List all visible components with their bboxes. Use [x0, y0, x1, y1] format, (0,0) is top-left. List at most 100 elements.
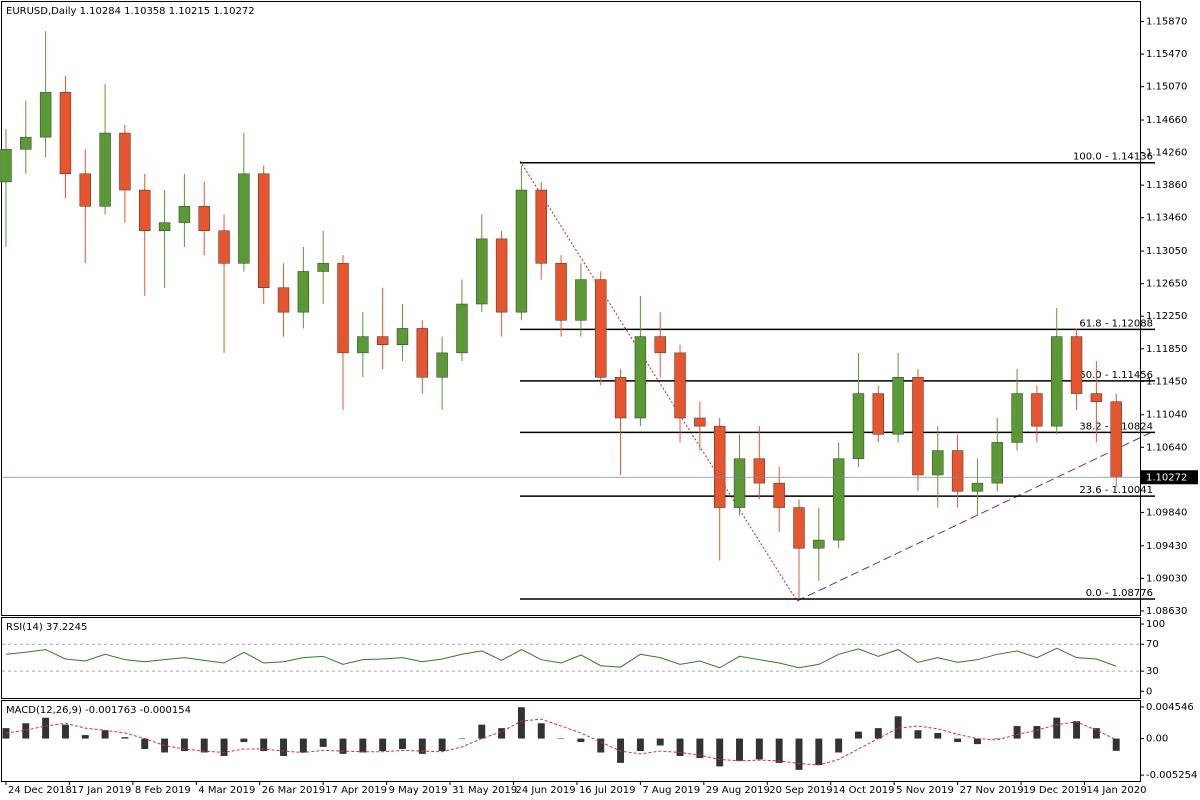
candle-body: [218, 230, 230, 264]
candle-body: [813, 539, 825, 549]
candle-body: [654, 336, 666, 354]
high: 1.10358: [124, 6, 165, 17]
candle-body: [614, 377, 627, 419]
macd-bar: [696, 738, 704, 759]
candle-body: [634, 336, 647, 419]
candle-body: [951, 450, 964, 492]
x-tick-label: 17 Jan 2019: [71, 785, 131, 796]
macd-title: MACD(12,26,9): [6, 705, 82, 716]
y-tick-label: 1.13860: [1146, 180, 1187, 191]
macd-bar: [736, 738, 743, 761]
x-tick-label: 31 May 2019: [452, 785, 517, 796]
candle-body: [1110, 401, 1122, 478]
fib-label: 61.8 - 1.12088: [1079, 318, 1153, 329]
symbol: EURUSD,Daily: [6, 6, 77, 17]
open: 1.10284: [80, 6, 121, 17]
macd-bar: [498, 728, 506, 739]
candle-body: [376, 336, 389, 345]
macd-bar: [478, 724, 486, 739]
candle-body: [1070, 336, 1083, 394]
y-tick-label: 0.004546: [1146, 702, 1194, 713]
macd-bar: [438, 738, 446, 752]
x-tick-label: 14 Jan 2020: [1086, 785, 1146, 796]
current-price-label: 1.10272: [1146, 472, 1187, 483]
chart-header: EURUSD,Daily 1.10284 1.10358 1.10215 1.1…: [6, 6, 255, 17]
macd-bar: [676, 738, 684, 756]
price-panel: [1, 1, 1141, 616]
y-tick-label: 70: [1146, 639, 1159, 650]
candle-body: [753, 458, 766, 484]
y-tick-label: 1.09030: [1146, 573, 1187, 584]
candle-body: [595, 279, 607, 378]
macd-bar: [894, 716, 902, 739]
candle-body: [119, 132, 131, 191]
candle-body: [357, 336, 369, 354]
macd-bar: [359, 738, 367, 753]
macd-bar: [973, 738, 981, 745]
macd-bar: [954, 738, 962, 743]
y-tick-label: 1.11450: [1146, 376, 1187, 387]
candle-body: [733, 458, 746, 508]
macd-bar: [716, 738, 724, 767]
candle-body: [20, 136, 32, 150]
x-tick-label: 7 Aug 2019: [642, 785, 700, 796]
macd-bar: [399, 738, 406, 749]
candle-body: [158, 222, 171, 232]
candle-body: [991, 442, 1003, 484]
current-price-box: [1141, 470, 1198, 485]
close: 1.10272: [213, 6, 254, 17]
candle-body: [59, 92, 72, 175]
candle-body: [892, 377, 904, 435]
fib-label: 23.6 - 1.10041: [1079, 485, 1153, 496]
macd-bar: [755, 738, 763, 760]
macd-bar: [775, 738, 783, 763]
y-tick-label: 30: [1146, 666, 1159, 677]
macd-bar: [517, 707, 525, 739]
x-tick-label: 19 Dec 2019: [1023, 785, 1087, 796]
candle-body: [139, 189, 151, 232]
y-tick-label: 1.15070: [1146, 82, 1187, 93]
candle-body: [912, 377, 924, 476]
candle-body: [1011, 393, 1023, 443]
candle-body: [198, 206, 210, 232]
x-tick-label: 29 Aug 2019: [706, 785, 770, 796]
macd-bar: [557, 738, 565, 740]
candle-body: [1051, 336, 1063, 427]
macd-panel: [1, 700, 1141, 782]
trend-line: [519, 160, 798, 602]
x-tick-label: 14 Oct 2019: [833, 785, 895, 796]
candle-body: [436, 352, 448, 378]
y-tick-label: -0.005254: [1146, 770, 1197, 781]
candle-body: [971, 482, 984, 492]
candle-body: [1031, 393, 1043, 427]
candle-body: [99, 132, 111, 207]
y-tick-label: 1.12250: [1146, 311, 1187, 322]
x-tick-label: 16 Jul 2019: [579, 785, 636, 796]
macd-bar: [1073, 721, 1081, 739]
candle-body: [535, 189, 547, 264]
macd-bar: [81, 735, 89, 739]
candle-body: [694, 417, 706, 427]
candle-body: [178, 206, 191, 223]
macd-bar: [339, 738, 347, 754]
macd-bar: [914, 730, 922, 739]
fib-label: 50.0 - 1.11456: [1079, 370, 1153, 381]
x-tick-label: 20 Sep 2019: [769, 785, 832, 796]
rsi-title: RSI(14): [6, 622, 43, 633]
y-tick-label: 1.11850: [1146, 344, 1187, 355]
candle-body: [872, 393, 885, 435]
macd-bar: [200, 738, 208, 753]
macd-bar: [61, 724, 69, 739]
macd-bar: [220, 738, 228, 756]
y-tick-label: 1.11040: [1146, 410, 1187, 421]
candle-body: [793, 507, 805, 549]
x-tick-label: 8 Feb 2019: [135, 785, 191, 796]
macd-bar: [299, 738, 307, 753]
candle-body: [396, 328, 409, 345]
macd-bar: [240, 738, 248, 743]
rsi-line: [5, 647, 1117, 669]
x-tick-label: 17 Apr 2019: [325, 785, 387, 796]
macd-bar: [636, 738, 644, 752]
candle-body: [555, 263, 567, 321]
candle-body: [575, 279, 587, 321]
